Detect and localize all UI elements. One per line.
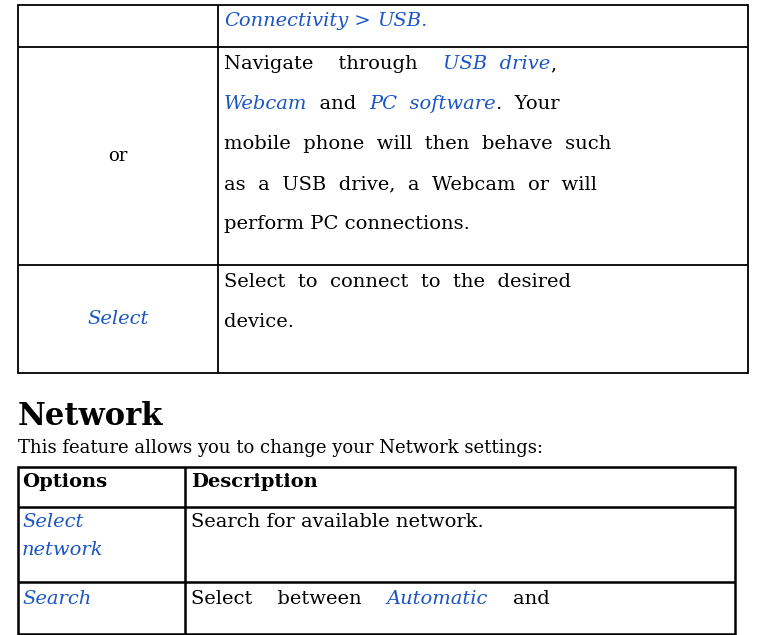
Text: ,: , [550,55,556,73]
Text: PC  software: PC software [369,95,496,113]
Text: mobile  phone  will  then  behave  such: mobile phone will then behave such [224,135,611,153]
Text: .  Your: . Your [496,95,559,113]
Text: Select    between: Select between [191,590,387,608]
Text: Automatic: Automatic [387,590,488,608]
Text: USB  drive: USB drive [443,55,550,73]
Text: USB.: USB. [377,12,427,30]
Text: as  a  USB  drive,  a  Webcam  or  will: as a USB drive, a Webcam or will [224,175,597,193]
Text: Options: Options [22,473,107,491]
Text: and: and [488,590,550,608]
Text: network: network [22,541,104,559]
Text: Description: Description [191,473,317,491]
Bar [18,5,748,373]
Text: perform PC connections.: perform PC connections. [224,215,470,233]
Text: Search: Search [22,590,92,608]
Text: Search for available network.: Search for available network. [191,513,484,531]
Text: Webcam: Webcam [224,95,307,113]
Text: Select: Select [22,513,83,531]
Text: Connectivity: Connectivity [224,12,348,30]
Text: device.: device. [224,313,294,331]
Text: and: and [307,95,369,113]
Bar [18,467,735,634]
Text: This feature allows you to change your Network settings:: This feature allows you to change your N… [18,439,543,457]
Text: or: or [108,147,127,165]
Text: Navigate    through: Navigate through [224,55,443,73]
Text: Network: Network [18,401,163,432]
Text: Select: Select [87,310,149,328]
Text: >: > [348,12,377,30]
Text: Select  to  connect  to  the  desired: Select to connect to the desired [224,273,571,291]
